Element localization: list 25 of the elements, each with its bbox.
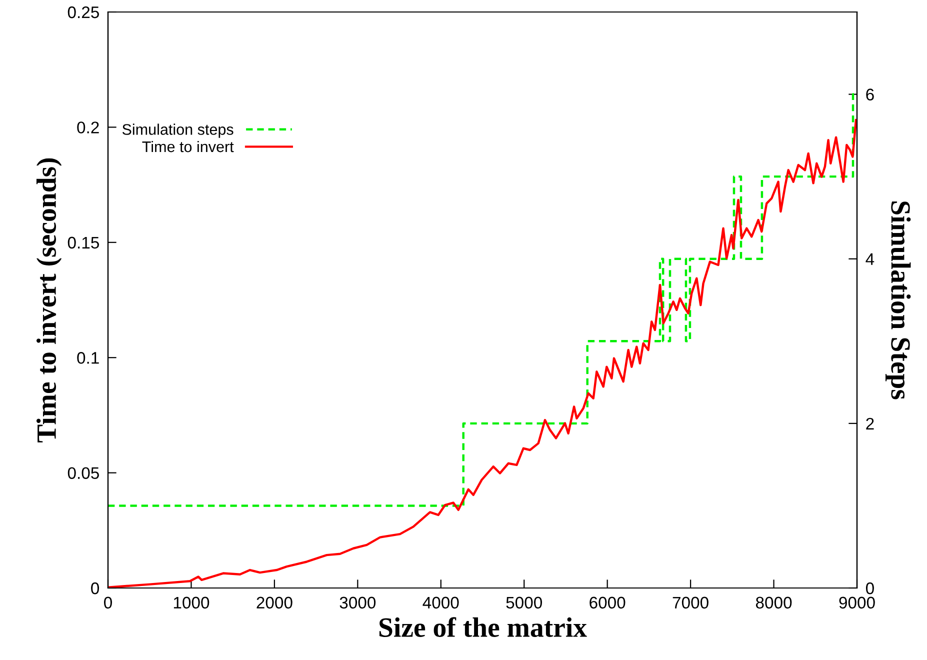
x-tick-label: 0 (104, 596, 112, 609)
x-axis-title: Size of the matrix (379, 617, 587, 637)
y2-tick-label: 2 (866, 418, 874, 430)
legend-label: Simulation steps (122, 124, 234, 138)
x-tick-label: 5000 (506, 596, 542, 609)
x-tick-label: 8000 (756, 596, 792, 609)
y2-tick-label: 0 (866, 582, 874, 594)
x-tick-label: 6000 (590, 596, 626, 609)
x-tick-label: 3000 (340, 596, 376, 609)
y-tick-label: 0.15 (68, 236, 99, 249)
x-tick-label: 9000 (839, 596, 875, 609)
x-tick-label: 1000 (174, 596, 210, 609)
x-tick-label: 4000 (422, 596, 459, 609)
y-tick-label: 0.2 (77, 122, 99, 134)
y2-tick-label: 4 (866, 253, 874, 265)
x-tick-label: 2000 (256, 596, 292, 609)
y2-tick-label: 6 (866, 88, 874, 100)
y-tick-label: 0.05 (68, 467, 99, 480)
legend-label: Time to invert (142, 140, 234, 152)
y-tick-label: 0.1 (77, 352, 99, 364)
y2-axis-title: Simulation Steps (886, 202, 911, 400)
y-tick-label: 0.25 (68, 6, 99, 18)
y-axis-title: Time to invert (seconds) (36, 158, 62, 442)
y-tick-label: 0 (91, 582, 100, 594)
x-tick-label: 7000 (672, 596, 708, 609)
